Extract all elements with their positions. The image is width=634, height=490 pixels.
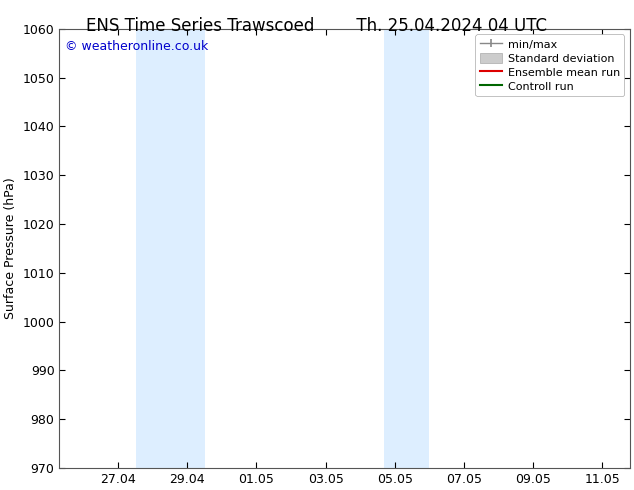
Text: ENS Time Series Trawscoed        Th. 25.04.2024 04 UTC: ENS Time Series Trawscoed Th. 25.04.2024… xyxy=(86,17,548,35)
Bar xyxy=(384,29,429,468)
Text: © weatheronline.co.uk: © weatheronline.co.uk xyxy=(65,40,209,53)
Bar xyxy=(136,29,205,468)
Y-axis label: Surface Pressure (hPa): Surface Pressure (hPa) xyxy=(4,177,17,319)
Legend: min/max, Standard deviation, Ensemble mean run, Controll run: min/max, Standard deviation, Ensemble me… xyxy=(476,34,624,97)
